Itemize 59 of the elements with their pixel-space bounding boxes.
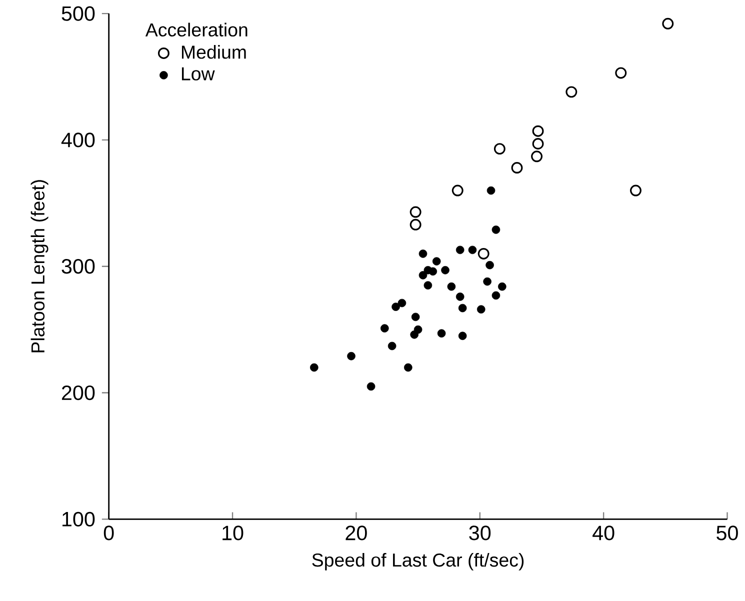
legend-title: Acceleration: [145, 22, 248, 36]
point: [478, 248, 490, 260]
y-tick-label: 500: [62, 6, 95, 21]
point: [418, 270, 428, 280]
x-tick-label: 10: [222, 525, 244, 540]
point: [366, 382, 376, 390]
point: [411, 312, 420, 321]
legend-label: Medium: [182, 44, 246, 59]
point: [388, 342, 396, 350]
point: [498, 282, 506, 291]
x-tick-label: 0: [104, 525, 114, 540]
point: [432, 257, 441, 266]
x-tick-label: 20: [346, 525, 367, 540]
x-tick-label: 40: [592, 525, 614, 540]
point: [532, 138, 544, 150]
point: [404, 363, 412, 372]
x-tick-label: 50: [716, 525, 738, 540]
point: [410, 330, 418, 339]
point: [410, 206, 422, 218]
point: [447, 282, 456, 291]
point: [456, 292, 464, 301]
point: [458, 332, 467, 340]
point: [437, 329, 446, 338]
point: [492, 291, 500, 300]
point: [511, 162, 523, 174]
point: [566, 86, 578, 98]
point: [662, 18, 674, 30]
point: [424, 266, 432, 274]
y-tick-label: 300: [62, 258, 95, 274]
point: [486, 260, 494, 270]
point: [483, 277, 492, 286]
point: [492, 225, 500, 234]
point: [347, 352, 356, 360]
y-tick-label: 100: [62, 512, 95, 526]
point: [458, 304, 467, 312]
x-axis-title: Speed of Last Car (ft/sec): [312, 552, 524, 570]
point: [410, 218, 422, 230]
y-tick-label: 200: [62, 385, 95, 400]
y-axis-title: Platoon Length (feet): [30, 180, 48, 352]
point: [531, 150, 543, 162]
point: [398, 298, 406, 308]
x-tick-label: 30: [469, 525, 491, 540]
point: [615, 67, 627, 79]
point: [486, 186, 496, 195]
point: [424, 281, 432, 290]
point: [441, 266, 450, 274]
point: [418, 249, 428, 258]
point: [630, 184, 642, 196]
point: [468, 246, 477, 254]
point: [392, 302, 400, 311]
point: [456, 246, 464, 254]
y-tick-label: 400: [61, 132, 95, 148]
legend-label: Low: [182, 67, 215, 80]
point: [452, 184, 464, 196]
point: [532, 125, 544, 137]
point: [494, 142, 506, 154]
point: [380, 324, 389, 332]
point: [476, 305, 486, 314]
point: [310, 363, 318, 372]
